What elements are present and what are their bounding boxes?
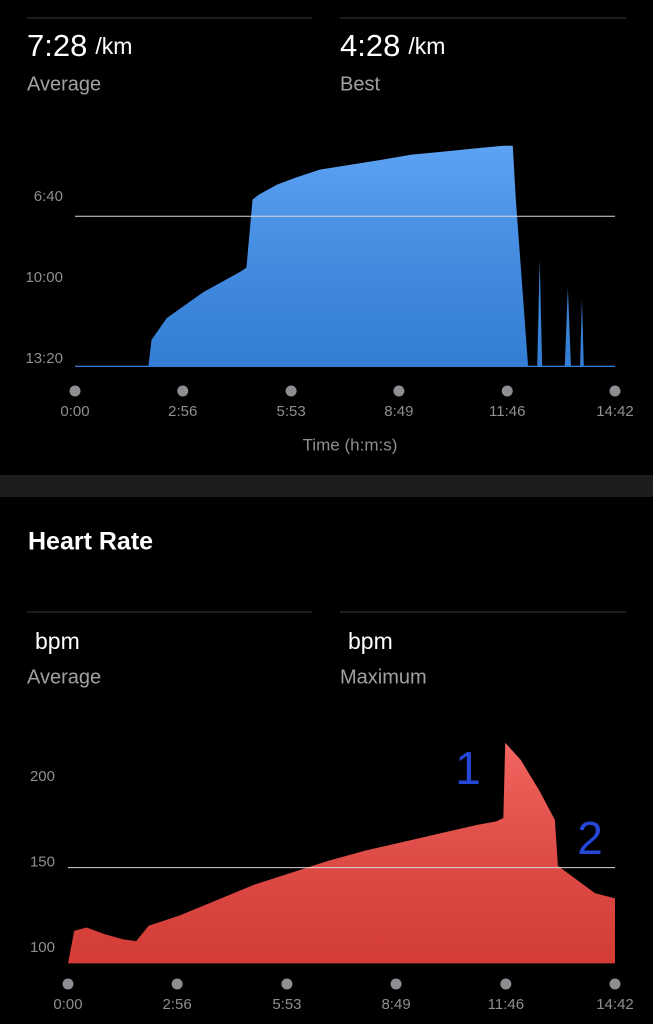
area-shade — [75, 145, 615, 367]
section-divider — [0, 475, 653, 497]
stat-number: 4:28 — [340, 28, 400, 63]
stat-unit: bpm — [348, 628, 393, 654]
x-axis-label: Time (h:m:s) — [303, 435, 398, 454]
x-tick-dot — [609, 385, 621, 397]
x-tick-dot — [177, 385, 189, 397]
x-tick-dot — [69, 385, 81, 397]
x-tick-label: 8:49 — [381, 996, 410, 1013]
stat-name: Average — [27, 666, 101, 688]
section-title: Heart Rate — [28, 528, 153, 556]
stat-unit: /km — [408, 33, 445, 59]
stat-unit: bpm — [35, 628, 80, 654]
x-tick-label: 14:42 — [596, 403, 634, 420]
x-tick-dot — [393, 385, 405, 397]
x-tick-dot — [500, 978, 512, 990]
stat-name: Maximum — [340, 666, 427, 688]
stat-value: 7:28/km — [27, 28, 132, 63]
x-tick-label: 2:56 — [168, 403, 197, 420]
y-tick-label: 6:40 — [34, 188, 63, 205]
area-shade — [68, 742, 615, 964]
x-tick-label: 5:53 — [277, 403, 306, 420]
annotation: 1 — [455, 742, 481, 794]
stat-value: 4:28/km — [340, 28, 445, 63]
x-tick-dot — [501, 385, 513, 397]
y-tick-label: 10:00 — [25, 269, 63, 286]
x-tick-dot — [390, 978, 402, 990]
stat-value: bpm — [35, 628, 80, 654]
x-tick-label: 14:42 — [596, 996, 634, 1013]
x-tick-dot — [609, 978, 621, 990]
x-tick-label: 0:00 — [60, 403, 89, 420]
x-tick-label: 11:46 — [488, 996, 524, 1013]
stat-value: bpm — [348, 628, 393, 654]
y-tick-label: 150 — [30, 853, 55, 870]
x-tick-dot — [281, 978, 293, 990]
stat-name: Best — [340, 73, 380, 95]
x-tick-label: 11:46 — [489, 403, 525, 420]
x-tick-dot — [62, 978, 74, 990]
stat-number: 7:28 — [27, 28, 87, 63]
annotation: 2 — [577, 812, 603, 864]
x-tick-label: 8:49 — [384, 403, 413, 420]
y-tick-label: 13:20 — [25, 350, 63, 367]
y-tick-label: 100 — [30, 939, 55, 956]
x-tick-label: 0:00 — [53, 996, 82, 1013]
x-tick-label: 2:56 — [163, 996, 192, 1013]
y-tick-label: 200 — [30, 768, 55, 785]
x-tick-dot — [285, 385, 297, 397]
x-tick-label: 5:53 — [272, 996, 301, 1013]
stat-unit: /km — [95, 33, 132, 59]
stat-name: Average — [27, 73, 101, 95]
x-tick-dot — [171, 978, 183, 990]
